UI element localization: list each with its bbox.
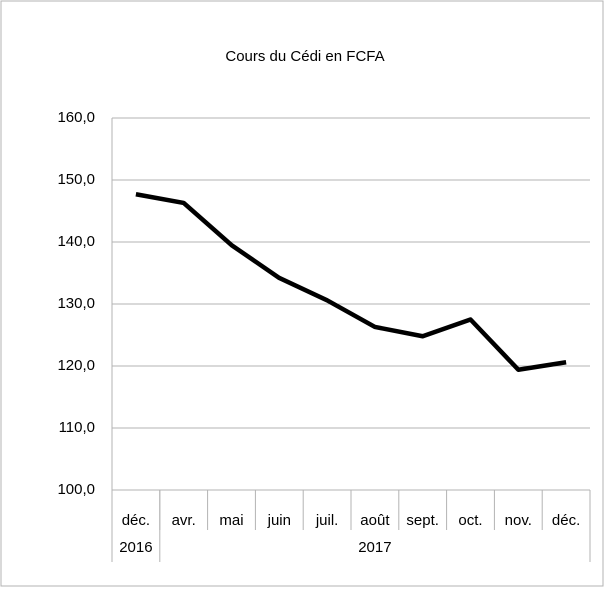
x-tick-label: déc. [122, 512, 150, 529]
y-tick-label: 150,0 [57, 171, 95, 188]
group-label: 2016 [119, 539, 152, 556]
x-tick-label: nov. [505, 512, 532, 529]
x-tick-label: avr. [172, 512, 196, 529]
y-tick-label: 120,0 [57, 357, 95, 374]
y-tick-label: 140,0 [57, 233, 95, 250]
x-tick-label: déc. [552, 512, 580, 529]
x-tick-label: oct. [458, 512, 482, 529]
x-tick-label: mai [219, 512, 243, 529]
x-tick-label: juin [267, 512, 291, 529]
y-tick-label: 100,0 [57, 481, 95, 498]
x-tick-label: juil. [315, 512, 339, 529]
x-tick-label: août [360, 512, 390, 529]
chart-title: Cours du Cédi en FCFA [225, 48, 384, 65]
x-tick-label: sept. [406, 512, 439, 529]
y-tick-label: 160,0 [57, 109, 95, 126]
y-tick-label: 110,0 [59, 419, 95, 436]
y-tick-label: 130,0 [57, 295, 95, 312]
group-label: 2017 [358, 539, 391, 556]
line [135, 192, 567, 372]
